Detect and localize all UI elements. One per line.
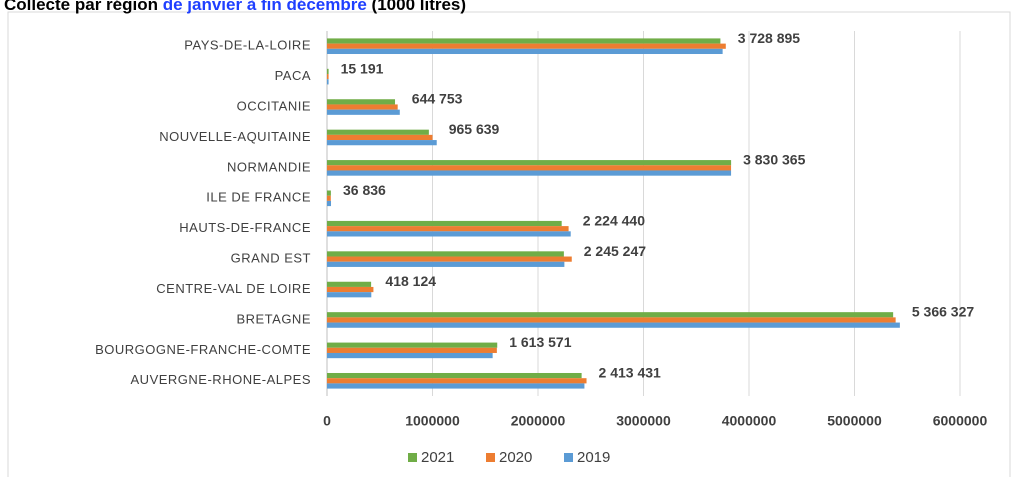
y-tick-label: NORMANDIE bbox=[227, 159, 311, 174]
chart-border bbox=[7, 11, 1011, 477]
bar bbox=[327, 134, 433, 141]
bar bbox=[327, 352, 493, 359]
bar bbox=[327, 226, 569, 232]
data-label: 5 366 327 bbox=[912, 304, 974, 320]
y-tick-label: CENTRE-VAL DE LOIRE bbox=[156, 281, 311, 296]
bar bbox=[327, 317, 896, 323]
title-part: (1000 litres) bbox=[372, 0, 467, 14]
bar bbox=[327, 160, 732, 166]
bar bbox=[327, 372, 582, 379]
bar bbox=[327, 43, 726, 49]
bar bbox=[327, 342, 498, 348]
x-tick-label: 6000000 bbox=[933, 413, 988, 429]
y-tick-label: OCCITANIE bbox=[237, 98, 311, 113]
bar bbox=[327, 383, 585, 389]
y-tick-label: NOUVELLE-AQUITAINE bbox=[159, 129, 311, 144]
data-label: 3 728 895 bbox=[738, 30, 800, 46]
bar bbox=[327, 140, 437, 146]
bar bbox=[327, 256, 572, 262]
data-label: 36 836 bbox=[343, 182, 386, 198]
bar bbox=[327, 74, 329, 80]
x-tick-label: 1000000 bbox=[405, 413, 460, 429]
y-tick-label: ILE DE FRANCE bbox=[206, 190, 311, 205]
bar bbox=[327, 312, 894, 318]
legend-label: 2021 bbox=[421, 449, 454, 466]
bar bbox=[327, 79, 329, 85]
bar bbox=[327, 220, 562, 227]
bar bbox=[327, 251, 564, 257]
y-tick-label: BRETAGNE bbox=[236, 311, 311, 326]
data-label: 644 753 bbox=[412, 91, 463, 107]
legend-swatch bbox=[408, 453, 417, 462]
chart-title: Collecte par région de janvier à fin déc… bbox=[4, 0, 466, 14]
bar bbox=[327, 48, 723, 55]
y-tick-label: GRAND EST bbox=[231, 251, 311, 266]
y-tick-label: BOURGOGNE-FRANCHE-COMTE bbox=[95, 342, 311, 357]
bar bbox=[327, 292, 372, 298]
data-label: 2 413 431 bbox=[599, 364, 661, 380]
bar bbox=[327, 68, 329, 75]
x-tick-label: 2000000 bbox=[511, 413, 566, 429]
data-label: 15 191 bbox=[341, 60, 384, 76]
bar bbox=[327, 170, 732, 176]
data-label: 418 124 bbox=[385, 273, 436, 289]
bar bbox=[327, 231, 571, 237]
y-tick-label: PAYS-DE-LA-LOIRE bbox=[184, 38, 311, 53]
y-tick-label: AUVERGNE-RHONE-ALPES bbox=[131, 372, 311, 387]
legend-label: 2020 bbox=[499, 449, 532, 466]
legend-swatch bbox=[486, 453, 495, 462]
bar bbox=[327, 109, 400, 115]
bar bbox=[327, 165, 732, 171]
data-label: 2 224 440 bbox=[583, 212, 645, 228]
bar bbox=[327, 200, 332, 207]
data-label: 1 613 571 bbox=[509, 334, 571, 350]
bar bbox=[327, 190, 331, 196]
bar bbox=[327, 195, 331, 201]
title-part: Collecte par région bbox=[4, 0, 158, 14]
x-tick-label: 3000000 bbox=[616, 413, 671, 429]
x-tick-label: 5000000 bbox=[827, 413, 882, 429]
data-label: 3 830 365 bbox=[743, 152, 805, 168]
bar bbox=[327, 261, 565, 267]
bar bbox=[327, 104, 398, 110]
bar bbox=[327, 347, 497, 353]
bar bbox=[327, 99, 396, 105]
legend-swatch bbox=[564, 453, 573, 462]
x-tick-label: 0 bbox=[323, 413, 331, 429]
legend-label: 2019 bbox=[577, 449, 610, 466]
bar bbox=[327, 378, 587, 384]
bar bbox=[327, 38, 721, 44]
x-tick-label: 4000000 bbox=[722, 413, 777, 429]
y-tick-label: HAUTS-DE-FRANCE bbox=[179, 220, 311, 235]
bar bbox=[327, 281, 372, 287]
title-part: de janvier à fin décembre bbox=[163, 0, 367, 14]
data-label: 2 245 247 bbox=[584, 243, 646, 259]
y-tick-label: PACA bbox=[275, 68, 311, 83]
bar bbox=[327, 322, 900, 328]
bar bbox=[327, 286, 374, 293]
bar bbox=[327, 129, 429, 135]
data-label: 965 639 bbox=[449, 121, 500, 137]
